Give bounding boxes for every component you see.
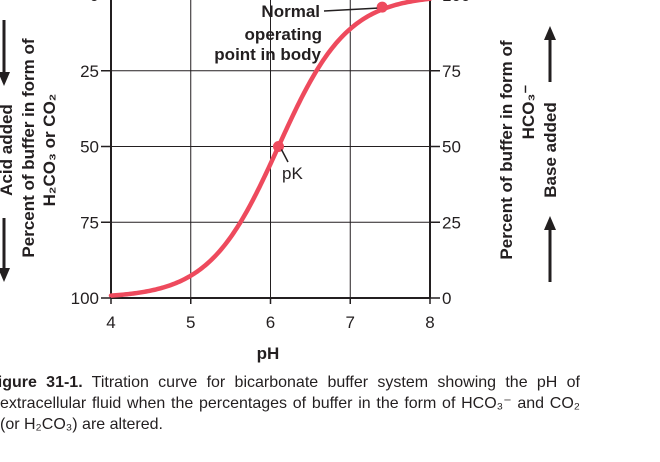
titration-curve: [108, 0, 432, 298]
right-axis-label-percent: Percent of buffer in form of: [497, 40, 516, 259]
x-axis-title: pH: [257, 344, 280, 363]
marked-points-layer: [272, 1, 388, 163]
left-tick-label: 75: [80, 213, 99, 232]
operating-point-label-line1: Normal: [261, 2, 320, 21]
right-tick-label: 75: [442, 62, 461, 81]
left-axis-label-acid-added: Acid added: [0, 104, 16, 196]
operating-point-label-line3: point in body: [214, 45, 321, 64]
right-tick-label: 100: [442, 0, 470, 5]
left-axis-label-percent: Percent of buffer in form of: [19, 38, 38, 257]
x-tick-label: 4: [106, 313, 115, 332]
operating-point-label-line2: operating: [245, 25, 322, 44]
left-axis-titles: Acid added Percent of buffer in form of …: [0, 38, 59, 257]
x-tick-label: 5: [186, 313, 195, 332]
caption-text: Titration curve for bicarbonate buffer s…: [0, 374, 580, 433]
x-tick-label: 6: [266, 313, 275, 332]
left-tick-label: 0: [90, 0, 99, 5]
pk-leader-line: [280, 149, 289, 163]
pk-label: pK: [282, 164, 303, 183]
titration-chart: 0 25 50 75 100 100 75 50 25 0 4 5 6 7 8 pH pK Normal o…: [0, 0, 560, 363]
caption-figure-label: Figure 31-1.: [0, 374, 83, 391]
left-arrow-bottom-head: [0, 268, 10, 282]
right-axis-titles: Percent of buffer in form of HCO₃⁻ Base …: [497, 40, 560, 259]
right-arrow-top-head: [544, 26, 556, 40]
x-tick-label: 8: [425, 313, 434, 332]
left-acid-arrows: [0, 20, 10, 282]
left-tick-label: 50: [80, 138, 99, 157]
pk-point: [272, 141, 284, 152]
right-base-arrows: [544, 26, 556, 282]
right-tick-label: 50: [442, 138, 461, 157]
grid-lines: [111, 0, 430, 298]
x-tick-label: 7: [346, 313, 355, 332]
caption-paragraph: Figure 31-1. Titration curve for bicarbo…: [0, 372, 580, 435]
left-axis-label-h2co3: H₂CO₃ or CO₂: [40, 94, 59, 207]
left-tick-label: 100: [71, 289, 99, 308]
left-tick-label: 25: [80, 62, 99, 81]
operating-point: [376, 1, 388, 13]
right-tick-label: 0: [442, 289, 451, 308]
titration-curve-layer: [108, 0, 432, 298]
operating-point-leader-line: [323, 7, 378, 12]
left-arrow-top-head: [0, 72, 10, 86]
right-axis-label-hco3: HCO₃⁻: [519, 85, 538, 140]
right-tick-label: 25: [442, 213, 461, 232]
right-arrow-bottom-head: [544, 216, 556, 230]
right-axis-label-base-added: Base added: [541, 102, 560, 197]
figure-caption: Figure 31-1. Titration curve for bicarbo…: [0, 372, 580, 435]
tick-labels-layer: 0 25 50 75 100 100 75 50 25 0 4 5 6 7 8: [71, 0, 471, 332]
